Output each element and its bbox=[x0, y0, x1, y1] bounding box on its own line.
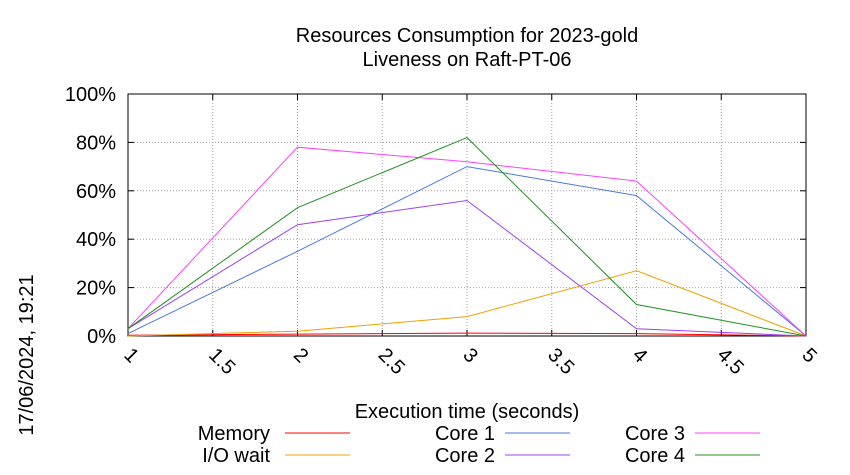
x-tick-label: 3.5 bbox=[543, 344, 578, 379]
x-tick-label: 4 bbox=[628, 344, 651, 367]
x-tick-label: 4.5 bbox=[713, 344, 748, 379]
y-tick-label: 60% bbox=[76, 181, 116, 203]
series-line-core-3 bbox=[127, 146, 807, 337]
legend-label-core-4: Core 4 bbox=[625, 445, 685, 467]
grid bbox=[128, 94, 806, 336]
x-tick-label: 3 bbox=[458, 344, 481, 367]
y-tick-label: 100% bbox=[65, 84, 116, 106]
y-tick-label: 40% bbox=[76, 229, 116, 251]
series-lines bbox=[127, 137, 807, 337]
series-line-i-o-wait bbox=[127, 270, 807, 337]
legend-label-core-1: Core 1 bbox=[435, 423, 495, 445]
legend-label-memory: Memory bbox=[198, 423, 270, 445]
x-tick-label: 5 bbox=[797, 344, 820, 367]
legend-label-core-2: Core 2 bbox=[435, 445, 495, 467]
chart-title: Resources Consumption for 2023-gold bbox=[296, 25, 638, 47]
y-tick-label: 80% bbox=[76, 132, 116, 154]
chart-subtitle: Liveness on Raft-PT-06 bbox=[363, 49, 572, 71]
timestamp-label: 17/06/2024, 19:21 bbox=[16, 274, 38, 435]
legend-label-i-o-wait: I/O wait bbox=[202, 445, 270, 467]
series-line-core-1 bbox=[127, 166, 807, 337]
x-tick-label: 2.5 bbox=[374, 344, 409, 379]
x-tick-label: 1 bbox=[119, 344, 142, 367]
y-tick-label: 0% bbox=[87, 326, 116, 348]
series-line-core-4 bbox=[127, 137, 807, 337]
series-line-memory bbox=[127, 332, 807, 337]
x-axis-label: Execution time (seconds) bbox=[355, 401, 580, 423]
x-tick-label: 2 bbox=[289, 344, 312, 367]
x-tick-label: 1.5 bbox=[204, 344, 239, 379]
y-tick-label: 20% bbox=[76, 278, 116, 300]
legend-label-core-3: Core 3 bbox=[625, 423, 685, 445]
series-line-core-2 bbox=[127, 199, 807, 337]
